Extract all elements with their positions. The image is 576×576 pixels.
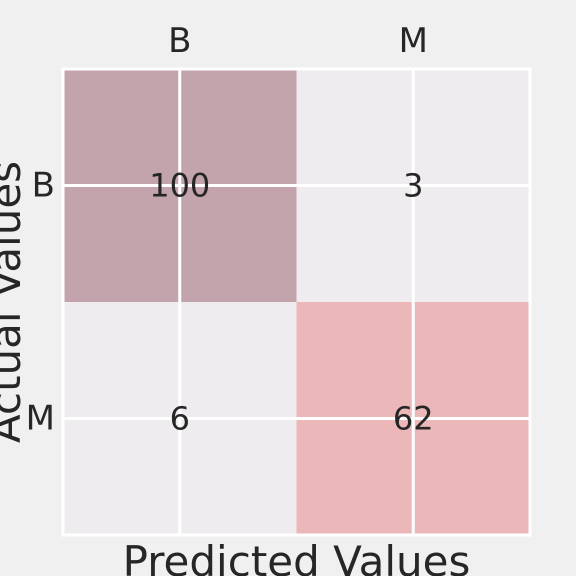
y-tick-label-B: B (32, 166, 55, 206)
cell-value-B-B: 100 (149, 167, 210, 205)
x-tick-label-B: B (168, 21, 191, 61)
heatmap-cells (63, 69, 530, 535)
cell-value-B-M: 3 (403, 167, 423, 205)
y-tick-labels: BM (26, 166, 55, 439)
plot-frame (61, 67, 532, 537)
cell-value-labels: 100 3 6 62 (149, 167, 433, 438)
x-tick-label-M: M (399, 21, 428, 61)
gridlines (63, 69, 530, 535)
cell-value-M-M: 62 (393, 400, 434, 438)
y-axis-label: Actual Values (0, 161, 30, 443)
x-axis-label: Predicted Values (123, 537, 471, 576)
cell-value-M-B: 6 (170, 400, 190, 438)
y-tick-label-M: M (26, 399, 55, 439)
